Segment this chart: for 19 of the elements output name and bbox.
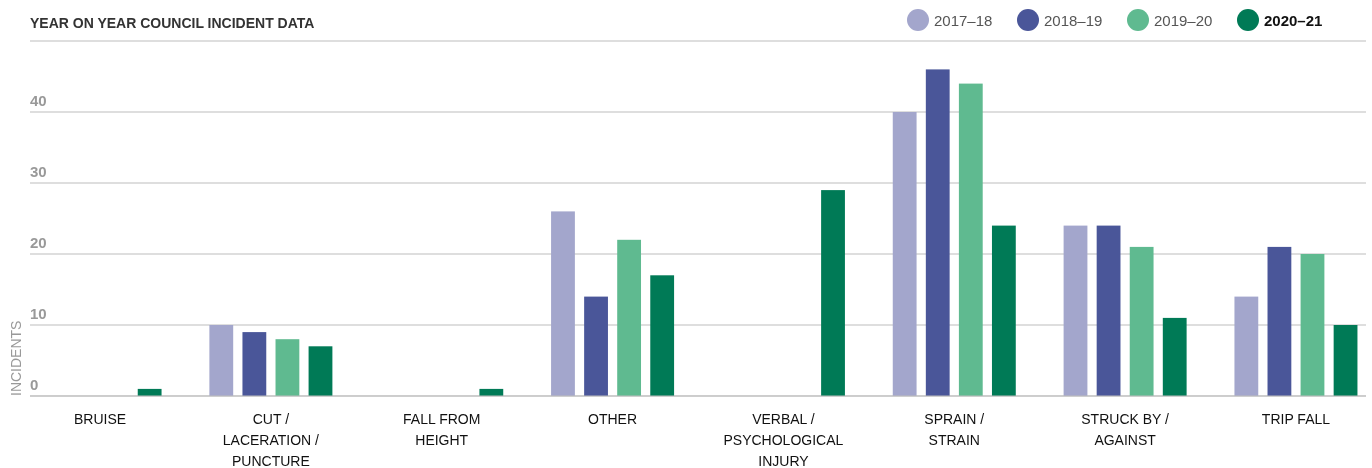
y-tick-label: 30 xyxy=(30,163,47,180)
x-tick-label: SPRAIN / STRAIN xyxy=(924,411,985,448)
x-tick-label: OTHER xyxy=(588,411,638,427)
legend-label: 2020–21 xyxy=(1264,12,1323,29)
chart-title: YEAR ON YEAR COUNCIL INCIDENT DATA xyxy=(30,15,315,31)
y-tick-label: 20 xyxy=(30,234,47,251)
y-tick-label: 10 xyxy=(30,305,47,322)
y-tick-label: 0 xyxy=(30,376,39,393)
x-tick-label: STRUCK BY / AGAINST xyxy=(1081,411,1170,448)
x-tick-label: CUT / LACERATION / PUNCTURE xyxy=(222,411,320,468)
x-tick-label: VERBAL / PSYCHOLOGICAL INJURY xyxy=(723,411,844,468)
y-axis-title: INCIDENTS xyxy=(8,320,24,396)
x-tick-label: FALL FROM HEIGHT xyxy=(403,411,481,448)
x-tick-label: TRIP FALL xyxy=(1261,411,1331,427)
legend-label: 2019–20 xyxy=(1154,12,1213,29)
legend-label: 2017–18 xyxy=(934,12,993,29)
x-tick-label: BRUISE xyxy=(73,411,127,427)
legend-label: 2018–19 xyxy=(1044,12,1103,29)
y-tick-label: 40 xyxy=(30,92,47,109)
